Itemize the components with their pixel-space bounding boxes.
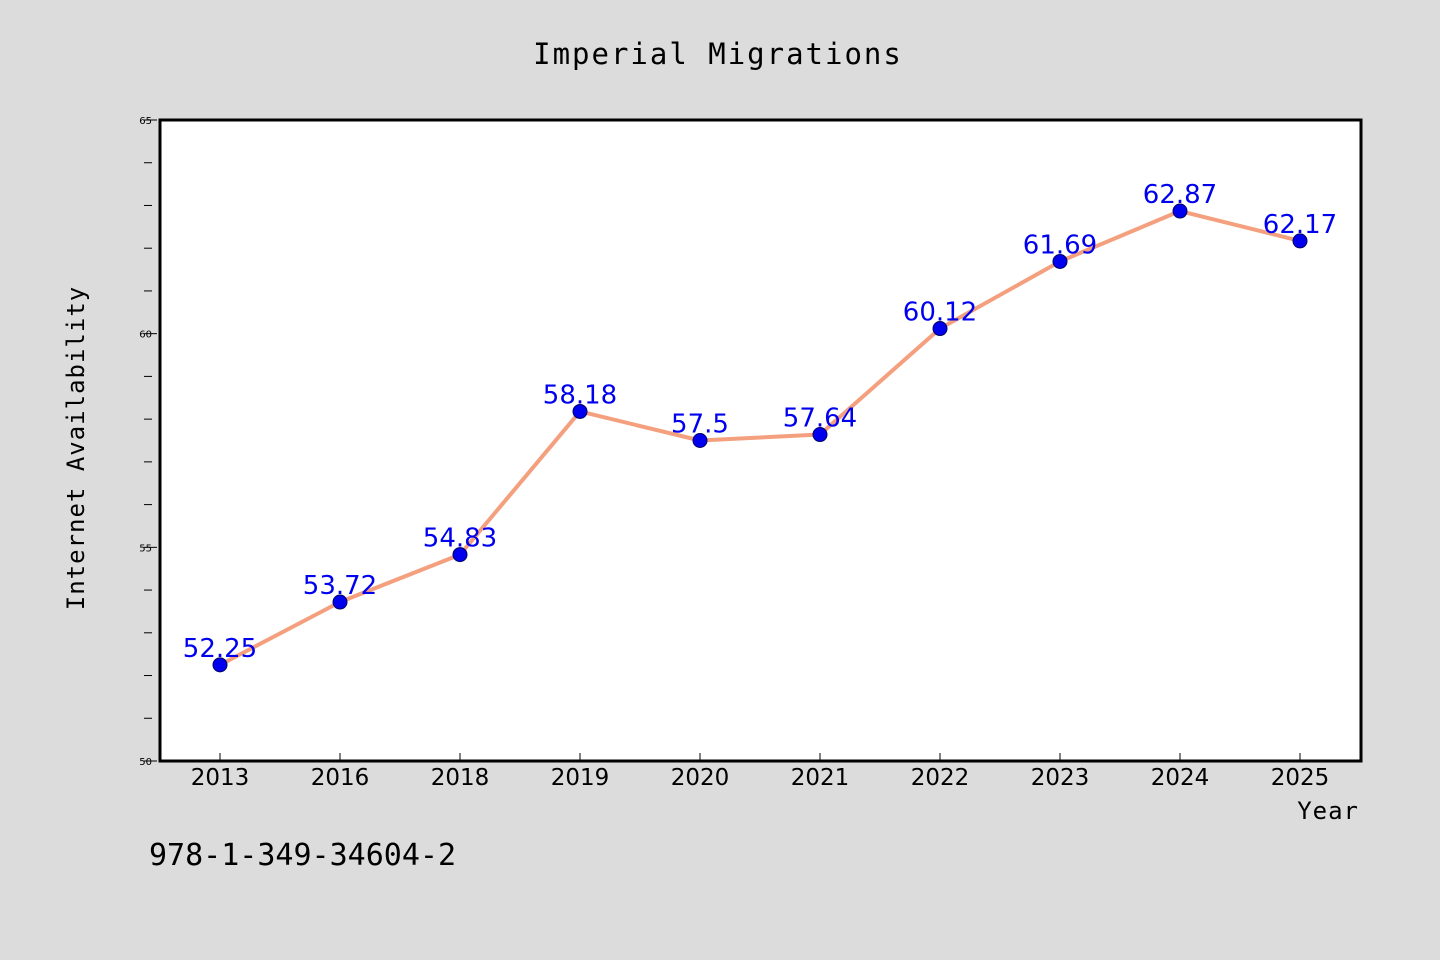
y-tick-label: 50 [139, 757, 152, 768]
y-tick-label: 65 [139, 116, 152, 127]
data-point [1052, 253, 1068, 269]
data-point [452, 547, 468, 563]
y-tick-label: 60 [139, 330, 152, 341]
x-tick-label: 2020 [671, 765, 730, 791]
data-label: 57.64 [783, 404, 857, 434]
isbn-annotation: 978-1-349-34604-2 [149, 838, 456, 873]
y-axis-ticks: 50 55 60 65 [139, 116, 157, 768]
chart-title: Imperial Migrations [533, 37, 903, 71]
x-tick-label: 2025 [1271, 765, 1330, 791]
data-point [692, 433, 708, 448]
data-point [812, 427, 828, 443]
x-tick-label: 2021 [791, 765, 850, 791]
y-axis-label: Internet Availability [62, 286, 90, 610]
x-tick-label: 2019 [551, 765, 610, 791]
series-line [218, 209, 1302, 667]
data-point [1172, 203, 1188, 219]
data-label: 60.12 [903, 298, 977, 328]
x-tick-label: 2018 [431, 765, 490, 791]
x-axis-label: Year [1297, 797, 1359, 825]
data-label: 58.18 [543, 380, 617, 410]
data-point [332, 594, 348, 610]
x-tick-label: 2016 [311, 765, 370, 791]
data-labels: 52.25 53.72 54.83 58.18 57.5 57.64 60.12 61.69 6… [183, 180, 1337, 664]
data-label: 61.69 [1023, 230, 1097, 260]
x-tick-label: 2022 [911, 765, 970, 791]
data-label: 52.25 [183, 634, 257, 664]
data-point [212, 657, 228, 673]
data-label: 53.72 [303, 571, 377, 601]
y-tick-label: 55 [139, 543, 152, 554]
data-label: 57.5 [671, 410, 729, 440]
data-point [1292, 233, 1308, 249]
x-tick-label: 2024 [1151, 765, 1210, 791]
x-tick-label: 2023 [1031, 765, 1090, 791]
data-point [572, 403, 588, 419]
data-label: 62.87 [1143, 180, 1217, 210]
x-tick-label: 2013 [191, 765, 250, 791]
series-layer [212, 203, 1308, 673]
data-point [932, 321, 948, 337]
x-axis-ticks: 2013 2016 2018 2019 2020 2021 2022 2023 2024 2025 [191, 753, 1330, 791]
data-label: 54.83 [423, 524, 497, 554]
plot-area [158, 118, 1363, 763]
data-label: 62.17 [1263, 210, 1337, 240]
